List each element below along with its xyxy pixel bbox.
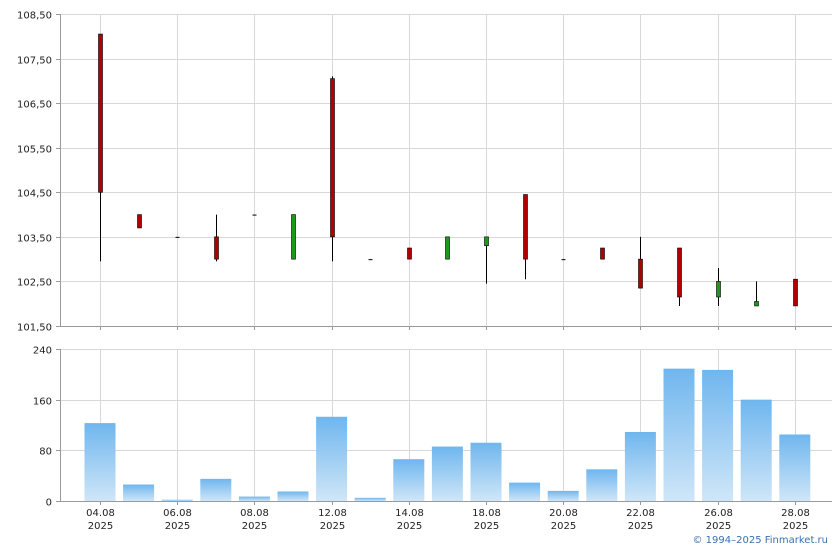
price-y-tick-label: 103,50 <box>17 234 52 245</box>
price-y-tick-label: 102,50 <box>17 278 52 289</box>
price-y-tick-label: 101,50 <box>17 323 52 334</box>
volume-panel: 240 160 80 0 04.08 2025 06.08 2025 08.08 2025 12.0… <box>33 346 832 532</box>
volume-bar <box>509 482 541 501</box>
volume-y-tick-label: 240 <box>33 346 52 357</box>
candle-body <box>484 236 489 247</box>
candle-body <box>793 278 798 307</box>
x-tick-year-label: 2025 <box>474 521 499 532</box>
volume-bar <box>547 490 579 501</box>
candle-body <box>214 236 219 260</box>
x-tick-date-label: 22.08 <box>626 508 655 519</box>
candle-body <box>175 236 180 238</box>
volume-bar <box>161 499 193 501</box>
x-tick-date-label: 28.08 <box>781 508 810 519</box>
volume-bar <box>123 484 155 501</box>
price-y-tick-label: 106,50 <box>17 100 52 111</box>
x-tick-year-label: 2025 <box>628 521 653 532</box>
volume-bar <box>393 459 425 501</box>
volume-y-tick-label: 80 <box>39 447 52 458</box>
x-tick-year-label: 2025 <box>88 521 113 532</box>
volume-bar <box>277 491 309 501</box>
price-y-tick-label: 104,50 <box>17 189 52 200</box>
x-tick-year-label: 2025 <box>242 521 267 532</box>
x-tick-year-label: 2025 <box>706 521 731 532</box>
candle-body <box>330 78 335 238</box>
candle-body <box>600 247 605 260</box>
x-tick-year-label: 2025 <box>165 521 190 532</box>
x-tick-date-label: 12.08 <box>318 508 347 519</box>
x-tick-date-label: 20.08 <box>549 508 578 519</box>
candle-body <box>368 259 373 261</box>
price-y-tick-label: 105,50 <box>17 145 52 156</box>
x-tick-date-label: 08.08 <box>240 508 269 519</box>
volume-bar <box>663 368 695 501</box>
volume-bar <box>316 416 348 501</box>
candle-body <box>754 301 759 307</box>
volume-bar <box>779 434 811 501</box>
volume-bar <box>84 423 116 501</box>
volume-y-tick-label: 0 <box>46 498 52 509</box>
candle-body <box>98 33 103 193</box>
candle-body <box>523 194 528 260</box>
volume-bar <box>624 431 656 501</box>
candle-body <box>407 247 412 260</box>
volume-bar <box>200 478 232 501</box>
x-tick-year-label: 2025 <box>551 521 576 532</box>
x-tick-year-label: 2025 <box>397 521 422 532</box>
x-tick-year-label: 2025 <box>320 521 345 532</box>
x-tick-date-label: 04.08 <box>86 508 115 519</box>
candle-body <box>638 258 643 289</box>
x-tick-date-label: 18.08 <box>472 508 501 519</box>
candle-body <box>677 247 682 298</box>
volume-bar <box>702 369 734 501</box>
candle-body <box>561 259 566 261</box>
x-tick-date-label: 26.08 <box>704 508 733 519</box>
volume-bar <box>586 469 618 501</box>
candle-body <box>137 214 142 229</box>
price-y-tick-label: 108,50 <box>17 11 52 22</box>
candle-body <box>291 214 296 260</box>
candle-body <box>252 214 257 216</box>
x-tick-date-label: 06.08 <box>163 508 192 519</box>
volume-bar <box>354 497 386 501</box>
candle-body <box>716 281 721 298</box>
x-tick-date-label: 14.08 <box>395 508 424 519</box>
volume-y-tick-label: 160 <box>33 397 52 408</box>
x-tick-year-label: 2025 <box>783 521 808 532</box>
volume-bar <box>470 442 502 501</box>
volume-bar <box>238 496 270 501</box>
price-panel: 108,50 107,50 106,50 105,50 104,50 103,50 102,… <box>17 11 832 334</box>
volume-bar <box>740 399 772 501</box>
price-y-tick-label: 107,50 <box>17 56 52 67</box>
candle-body <box>445 236 450 260</box>
volume-bar <box>431 446 463 501</box>
copyright-text[interactable]: © 1994–2025 Finmarket.ru <box>692 535 828 546</box>
